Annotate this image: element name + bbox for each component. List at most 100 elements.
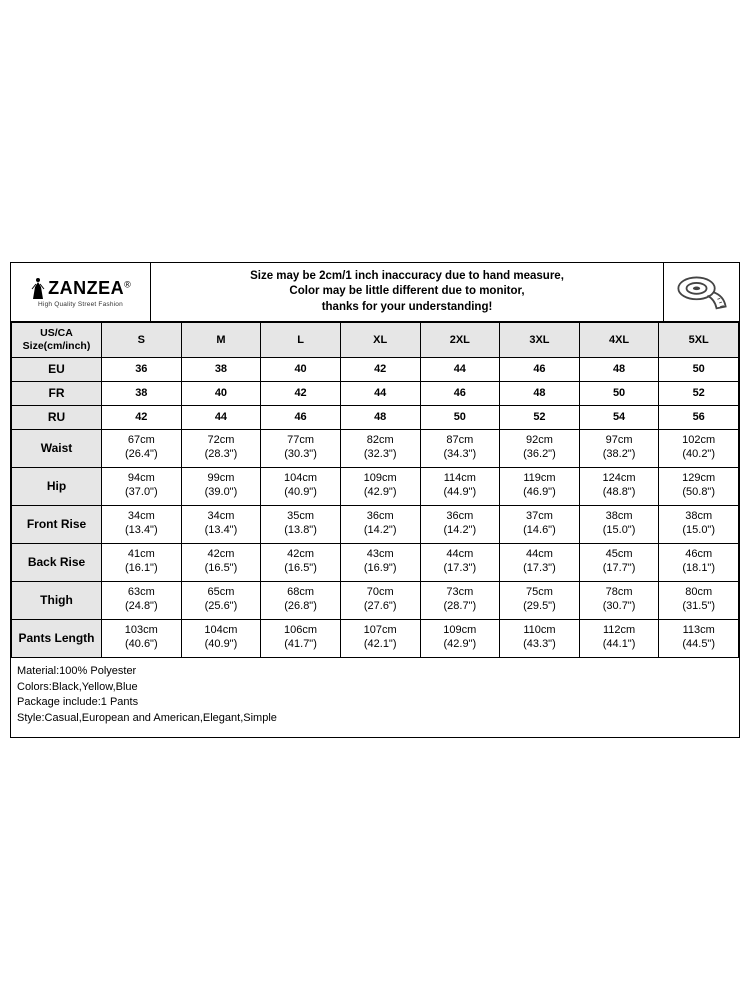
size-header: M — [181, 323, 261, 357]
measurement-cell: 129cm(50.8") — [659, 467, 739, 505]
measurement-cell: 43cm(16.9") — [340, 543, 420, 581]
size-value: 48 — [500, 381, 580, 405]
brand-tagline: High Quality Street Fashion — [38, 301, 123, 308]
size-value: 48 — [579, 357, 659, 381]
measurement-cell: 109cm(42.9") — [420, 619, 500, 657]
measurement-cell: 119cm(46.9") — [500, 467, 580, 505]
product-details: Material:100% Polyester Colors:Black,Yel… — [11, 658, 739, 737]
measurement-cell: 113cm(44.5") — [659, 619, 739, 657]
measurement-cell: 107cm(42.1") — [340, 619, 420, 657]
note-line: Size may be 2cm/1 inch inaccuracy due to… — [250, 269, 564, 285]
size-value: 52 — [659, 381, 739, 405]
measurement-cell: 70cm(27.6") — [340, 581, 420, 619]
measurement-cell: 75cm(29.5") — [500, 581, 580, 619]
size-value: 44 — [181, 405, 261, 429]
detail-package: Package include:1 Pants — [17, 695, 733, 710]
size-value: 42 — [340, 357, 420, 381]
measurement-cell: 92cm(36.2") — [500, 429, 580, 467]
measurement-cell: 106cm(41.7") — [261, 619, 341, 657]
logo-cell: ZANZEA® High Quality Street Fashion — [11, 263, 151, 322]
measurement-cell: 42cm(16.5") — [181, 543, 261, 581]
measurement-cell: 97cm(38.2") — [579, 429, 659, 467]
size-value: 50 — [659, 357, 739, 381]
detail-colors: Colors:Black,Yellow,Blue — [17, 680, 733, 695]
size-header: XL — [340, 323, 420, 357]
measurement-cell: 78cm(30.7") — [579, 581, 659, 619]
brand-logo: ZANZEA® — [30, 277, 131, 301]
measurement-cell: 112cm(44.1") — [579, 619, 659, 657]
measurement-row: Thigh63cm(24.8")65cm(25.6")68cm(26.8")70… — [12, 581, 739, 619]
size-value: 42 — [102, 405, 182, 429]
row-label: FR — [12, 381, 102, 405]
accuracy-note: Size may be 2cm/1 inch inaccuracy due to… — [151, 263, 663, 322]
registered-mark: ® — [124, 280, 131, 290]
measurement-cell: 38cm(15.0") — [579, 505, 659, 543]
conversion-row: RU4244464850525456 — [12, 405, 739, 429]
measurement-cell: 44cm(17.3") — [420, 543, 500, 581]
measurement-cell: 46cm(18.1") — [659, 543, 739, 581]
measurement-row: Hip94cm(37.0")99cm(39.0")104cm(40.9")109… — [12, 467, 739, 505]
conversion-row: FR3840424446485052 — [12, 381, 739, 405]
size-value: 36 — [102, 357, 182, 381]
measurement-row: Front Rise34cm(13.4")34cm(13.4")35cm(13.… — [12, 505, 739, 543]
size-value: 54 — [579, 405, 659, 429]
size-value: 46 — [420, 381, 500, 405]
detail-material: Material:100% Polyester — [17, 664, 733, 679]
measurement-cell: 37cm(14.6") — [500, 505, 580, 543]
row-label: Thigh — [12, 581, 102, 619]
tape-icon-cell — [663, 263, 739, 322]
conversion-row: EU3638404244464850 — [12, 357, 739, 381]
measurement-cell: 80cm(31.5") — [659, 581, 739, 619]
size-header: L — [261, 323, 341, 357]
measurement-cell: 41cm(16.1") — [102, 543, 182, 581]
row-label: Waist — [12, 429, 102, 467]
header-label: US/CASize(cm/inch) — [12, 323, 102, 357]
measurement-cell: 87cm(34.3") — [420, 429, 500, 467]
size-value: 50 — [420, 405, 500, 429]
size-value: 40 — [181, 381, 261, 405]
size-header: 4XL — [579, 323, 659, 357]
measurement-cell: 67cm(26.4") — [102, 429, 182, 467]
measurement-cell: 35cm(13.8") — [261, 505, 341, 543]
measurement-cell: 103cm(40.6") — [102, 619, 182, 657]
measurement-cell: 110cm(43.3") — [500, 619, 580, 657]
size-value: 44 — [340, 381, 420, 405]
row-label: Front Rise — [12, 505, 102, 543]
detail-style: Style:Casual,European and American,Elega… — [17, 711, 733, 726]
size-value: 38 — [102, 381, 182, 405]
measurement-cell: 34cm(13.4") — [102, 505, 182, 543]
measurement-cell: 42cm(16.5") — [261, 543, 341, 581]
row-label: Back Rise — [12, 543, 102, 581]
size-table: US/CASize(cm/inch)SMLXL2XL3XL4XL5XLEU363… — [11, 322, 739, 657]
measurement-cell: 34cm(13.4") — [181, 505, 261, 543]
measurement-cell: 104cm(40.9") — [261, 467, 341, 505]
measurement-cell: 63cm(24.8") — [102, 581, 182, 619]
size-chart: ZANZEA® High Quality Street Fashion Size… — [10, 262, 740, 738]
measurement-cell: 77cm(30.3") — [261, 429, 341, 467]
size-value: 52 — [500, 405, 580, 429]
measurement-cell: 44cm(17.3") — [500, 543, 580, 581]
size-value: 46 — [500, 357, 580, 381]
measurement-cell: 94cm(37.0") — [102, 467, 182, 505]
measurement-cell: 72cm(28.3") — [181, 429, 261, 467]
size-header: 3XL — [500, 323, 580, 357]
size-value: 38 — [181, 357, 261, 381]
measurement-cell: 99cm(39.0") — [181, 467, 261, 505]
measuring-tape-icon — [674, 272, 730, 312]
row-label: RU — [12, 405, 102, 429]
measurement-cell: 82cm(32.3") — [340, 429, 420, 467]
measurement-cell: 65cm(25.6") — [181, 581, 261, 619]
measurement-cell: 102cm(40.2") — [659, 429, 739, 467]
row-label: Pants Length — [12, 619, 102, 657]
measurement-cell: 36cm(14.2") — [340, 505, 420, 543]
measurement-cell: 73cm(28.7") — [420, 581, 500, 619]
note-line: thanks for your understanding! — [322, 300, 493, 316]
size-header: 5XL — [659, 323, 739, 357]
measurement-cell: 45cm(17.7") — [579, 543, 659, 581]
size-value: 42 — [261, 381, 341, 405]
measurement-row: Back Rise41cm(16.1")42cm(16.5")42cm(16.5… — [12, 543, 739, 581]
measurement-cell: 104cm(40.9") — [181, 619, 261, 657]
row-label: Hip — [12, 467, 102, 505]
measurement-row: Pants Length103cm(40.6")104cm(40.9")106c… — [12, 619, 739, 657]
dress-figure-icon — [30, 277, 46, 301]
